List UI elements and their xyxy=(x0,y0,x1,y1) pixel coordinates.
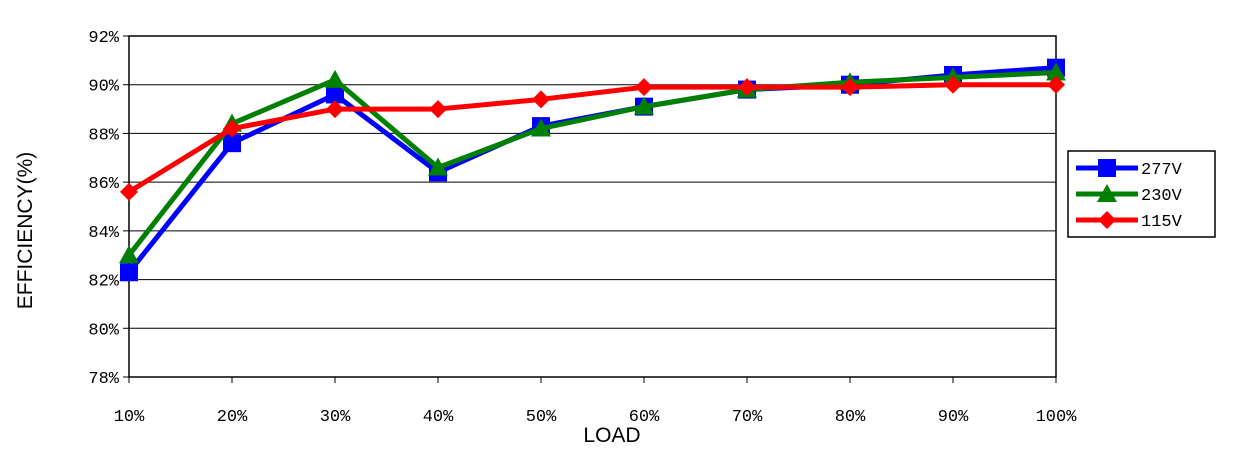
data-point xyxy=(429,100,447,119)
y-tick-label: 88% xyxy=(88,126,119,145)
x-tick-label: 80% xyxy=(835,408,866,427)
data-point xyxy=(531,118,551,137)
x-tick-label: 70% xyxy=(732,408,763,427)
y-tick-label: 78% xyxy=(88,370,119,389)
y-tick-label: 84% xyxy=(88,224,119,243)
legend-item: 277V xyxy=(1076,159,1183,180)
x-tick-label: 30% xyxy=(320,408,351,427)
x-axis-title: LOAD xyxy=(583,424,640,447)
legend-marker xyxy=(1098,159,1116,177)
data-point xyxy=(120,263,138,282)
legend-marker xyxy=(1098,211,1116,229)
data-point xyxy=(532,90,550,109)
series-line xyxy=(127,70,1057,257)
x-tick-label: 50% xyxy=(526,408,557,427)
data-point xyxy=(738,78,756,97)
y-axis-title: EFFICIENCY(%) xyxy=(14,152,37,310)
y-tick-label: 80% xyxy=(88,321,119,340)
y-tick-label: 90% xyxy=(88,78,119,97)
y-tick-labels: 78% 80% 82% 84% 86% 88% 90% 92% xyxy=(88,29,119,389)
series-line xyxy=(127,82,1056,195)
data-point xyxy=(635,78,653,97)
legend-label: 277V xyxy=(1141,161,1183,180)
x-tick-label: 20% xyxy=(217,408,248,427)
data-point xyxy=(120,182,138,201)
data-point xyxy=(841,78,859,97)
y-tick-label: 82% xyxy=(88,273,119,292)
data-point xyxy=(1047,75,1065,94)
legend-item: 115V xyxy=(1076,211,1183,232)
x-tick-label: 100% xyxy=(1036,408,1078,427)
series-layer xyxy=(119,58,1066,282)
x-tick-labels: 10% 20% 30% 40% 50% 60% 70% 80% 90% 100% xyxy=(114,408,1078,427)
data-point xyxy=(119,245,139,264)
data-point xyxy=(428,157,448,176)
x-tick-label: 60% xyxy=(629,408,660,427)
x-tick-label: 90% xyxy=(938,408,969,427)
series-line xyxy=(127,65,1057,274)
data-point xyxy=(944,75,962,94)
legend: 277V 230V 115V xyxy=(1067,150,1216,238)
data-point xyxy=(326,100,344,119)
plot-frame xyxy=(128,35,1057,378)
x-tick-label: 10% xyxy=(114,408,145,427)
data-point xyxy=(326,85,344,104)
legend-item: 230V xyxy=(1076,184,1183,206)
legend-label: 115V xyxy=(1141,213,1183,232)
data-point xyxy=(1046,62,1066,81)
legend-label: 230V xyxy=(1141,187,1183,206)
data-point xyxy=(634,96,654,115)
x-tick-label: 40% xyxy=(423,408,454,427)
legend-marker xyxy=(1097,184,1117,202)
data-point xyxy=(223,134,241,153)
y-tick-label: 92% xyxy=(88,29,119,48)
series-115V xyxy=(120,75,1065,201)
y-tick-label: 86% xyxy=(88,175,119,194)
data-point xyxy=(325,69,345,88)
data-point xyxy=(223,119,241,138)
